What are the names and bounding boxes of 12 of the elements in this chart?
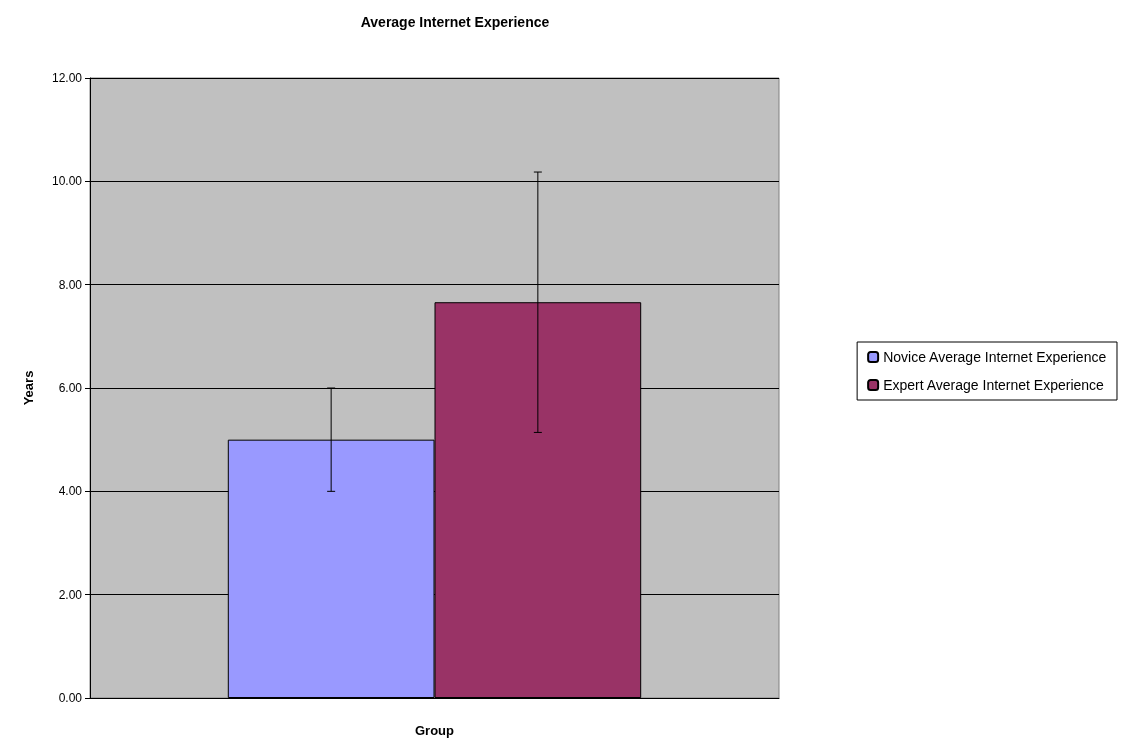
- legend-label: Novice Average Internet Experience: [883, 349, 1107, 365]
- y-tick-label: 8.00: [58, 277, 83, 292]
- y-tick-label: 2.00: [58, 587, 83, 602]
- y-tick-label: 10.00: [51, 174, 83, 189]
- chart-title: Average Internet Experience: [360, 14, 550, 30]
- y-tick-label: 6.00: [58, 381, 83, 395]
- y-tick-label: 0.00: [58, 691, 83, 705]
- y-tick-label: 4.00: [58, 484, 83, 499]
- legend-label: Expert Average Internet Experience: [883, 377, 1105, 393]
- x-axis-title: Group: [415, 723, 455, 738]
- y-tick-label: 12.00: [51, 71, 83, 85]
- y-axis-title: Years: [21, 370, 36, 406]
